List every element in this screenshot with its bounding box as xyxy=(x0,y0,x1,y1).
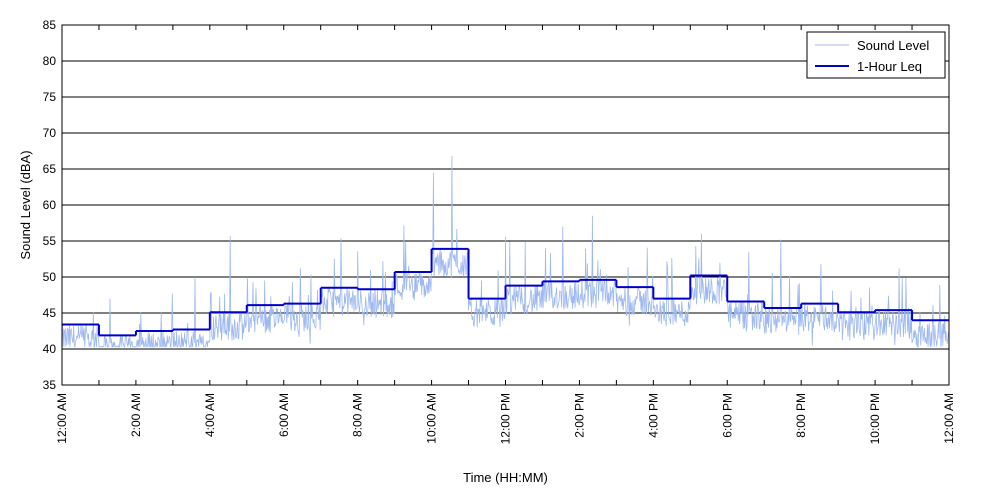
y-axis: 35 40 45 50 55 60 65 70 75 80 85 xyxy=(43,18,949,392)
x-tick-label: 10:00 PM xyxy=(868,393,882,444)
series-sound-level xyxy=(61,155,950,349)
y-tick-label-55: 55 xyxy=(43,234,57,248)
y-tick-label-65: 65 xyxy=(43,162,57,176)
x-tick-label: 6:00 AM xyxy=(277,393,291,437)
x-tick-label: 4:00 AM xyxy=(203,393,217,437)
x-tick-label: 8:00 AM xyxy=(351,393,365,437)
legend-box xyxy=(806,31,946,79)
legend-entry-1-hour-leq: 1-Hour Leq xyxy=(857,59,922,74)
y-tick-label-50: 50 xyxy=(43,270,57,284)
x-tick-label: 12:00 AM xyxy=(942,393,956,444)
series-1-hour-leq xyxy=(62,247,949,337)
y-tick-label-85: 85 xyxy=(43,18,57,32)
y-tick-label-45: 45 xyxy=(43,306,57,320)
x-tick-label: 12:00 AM xyxy=(55,393,69,444)
y-tick-label-35: 35 xyxy=(43,378,57,392)
x-axis: 12:00 AM 2:00 AM 4:00 AM 6:00 AM 8:00 AM 10:0… xyxy=(55,25,956,444)
y-tick-label-70: 70 xyxy=(43,126,57,140)
legend: Sound Level 1-Hour Leq xyxy=(806,31,946,79)
legend-entry-sound-level: Sound Level xyxy=(857,38,929,53)
x-tick-label: 2:00 AM xyxy=(129,393,143,437)
y-tick-label-80: 80 xyxy=(43,54,57,68)
x-tick-label: 6:00 PM xyxy=(720,393,734,438)
x-tick-label: 12:00 PM xyxy=(499,393,513,444)
y-tick-label-75: 75 xyxy=(43,90,57,104)
x-tick-label: 10:00 AM xyxy=(425,393,439,444)
y-axis-label: Sound Level (dBA) xyxy=(18,150,33,259)
x-tick-label: 2:00 PM xyxy=(572,393,586,438)
x-tick-label: 8:00 PM xyxy=(794,393,808,438)
y-tick-label-40: 40 xyxy=(43,342,57,356)
x-tick-label: 4:00 PM xyxy=(646,393,660,438)
sound-level-line xyxy=(61,155,950,349)
y-tick-label-60: 60 xyxy=(43,198,57,212)
x-axis-label: Time (HH:MM) xyxy=(463,470,548,485)
